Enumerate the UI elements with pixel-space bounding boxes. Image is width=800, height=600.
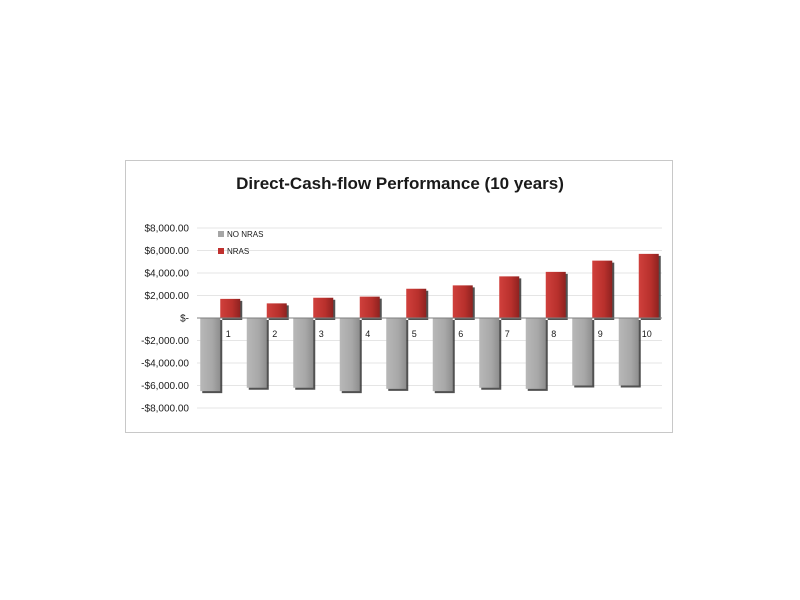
x-category-label: 1 — [226, 329, 231, 339]
x-category-label: 8 — [551, 329, 556, 339]
legend-label: NRAS — [227, 247, 249, 256]
x-category-label: 6 — [458, 329, 463, 339]
bar-nras — [220, 298, 241, 318]
x-category-label: 3 — [319, 329, 324, 339]
bar-no-nras — [246, 318, 267, 388]
bar-nras — [359, 296, 380, 318]
bar-no-nras — [525, 318, 546, 389]
legend-swatch — [218, 231, 224, 237]
bar-no-nras — [200, 318, 221, 392]
bar-no-nras — [572, 318, 593, 386]
bar-no-nras — [386, 318, 407, 389]
bar-no-nras — [479, 318, 500, 388]
bar-layer — [200, 253, 661, 394]
y-tick-label: -$6,000.00 — [141, 381, 189, 392]
bar-nras — [638, 253, 659, 318]
legend: NO NRAS NRAS — [218, 230, 263, 256]
y-tick-label: $2,000.00 — [145, 291, 190, 302]
bar-nras — [406, 288, 427, 318]
x-category-label: 7 — [505, 329, 510, 339]
bar-no-nras — [293, 318, 314, 388]
legend-label: NO NRAS — [227, 230, 263, 239]
y-tick-label: -$2,000.00 — [141, 336, 189, 347]
bar-nras — [452, 285, 473, 318]
bar-no-nras — [339, 318, 360, 392]
bar-nras — [266, 303, 287, 318]
bar-nras — [499, 276, 520, 318]
x-category-label: 4 — [365, 329, 370, 339]
x-axis-categories: 1 2 3 4 5 6 7 8 9 10 — [226, 329, 652, 339]
x-category-label: 10 — [642, 329, 652, 339]
legend-swatch — [218, 248, 224, 254]
y-tick-label: -$8,000.00 — [141, 404, 189, 415]
bar-nras — [313, 297, 334, 318]
chart-title: Direct-Cash-flow Performance (10 years) — [236, 174, 564, 193]
x-category-label: 9 — [598, 329, 603, 339]
x-category-label: 5 — [412, 329, 417, 339]
y-tick-label: $- — [180, 314, 189, 325]
y-tick-label: $6,000.00 — [145, 246, 190, 257]
x-category-label: 2 — [272, 329, 277, 339]
y-tick-label: -$4,000.00 — [141, 359, 189, 370]
y-tick-label: $8,000.00 — [145, 224, 190, 235]
y-axis-ticks: $8,000.00 $6,000.00 $4,000.00 $2,000.00 $- -$… — [141, 224, 189, 415]
bar-no-nras — [432, 318, 453, 392]
y-tick-label: $4,000.00 — [145, 269, 190, 280]
bar-no-nras — [618, 318, 639, 386]
bar-nras — [545, 271, 566, 318]
bar-nras — [592, 260, 613, 318]
